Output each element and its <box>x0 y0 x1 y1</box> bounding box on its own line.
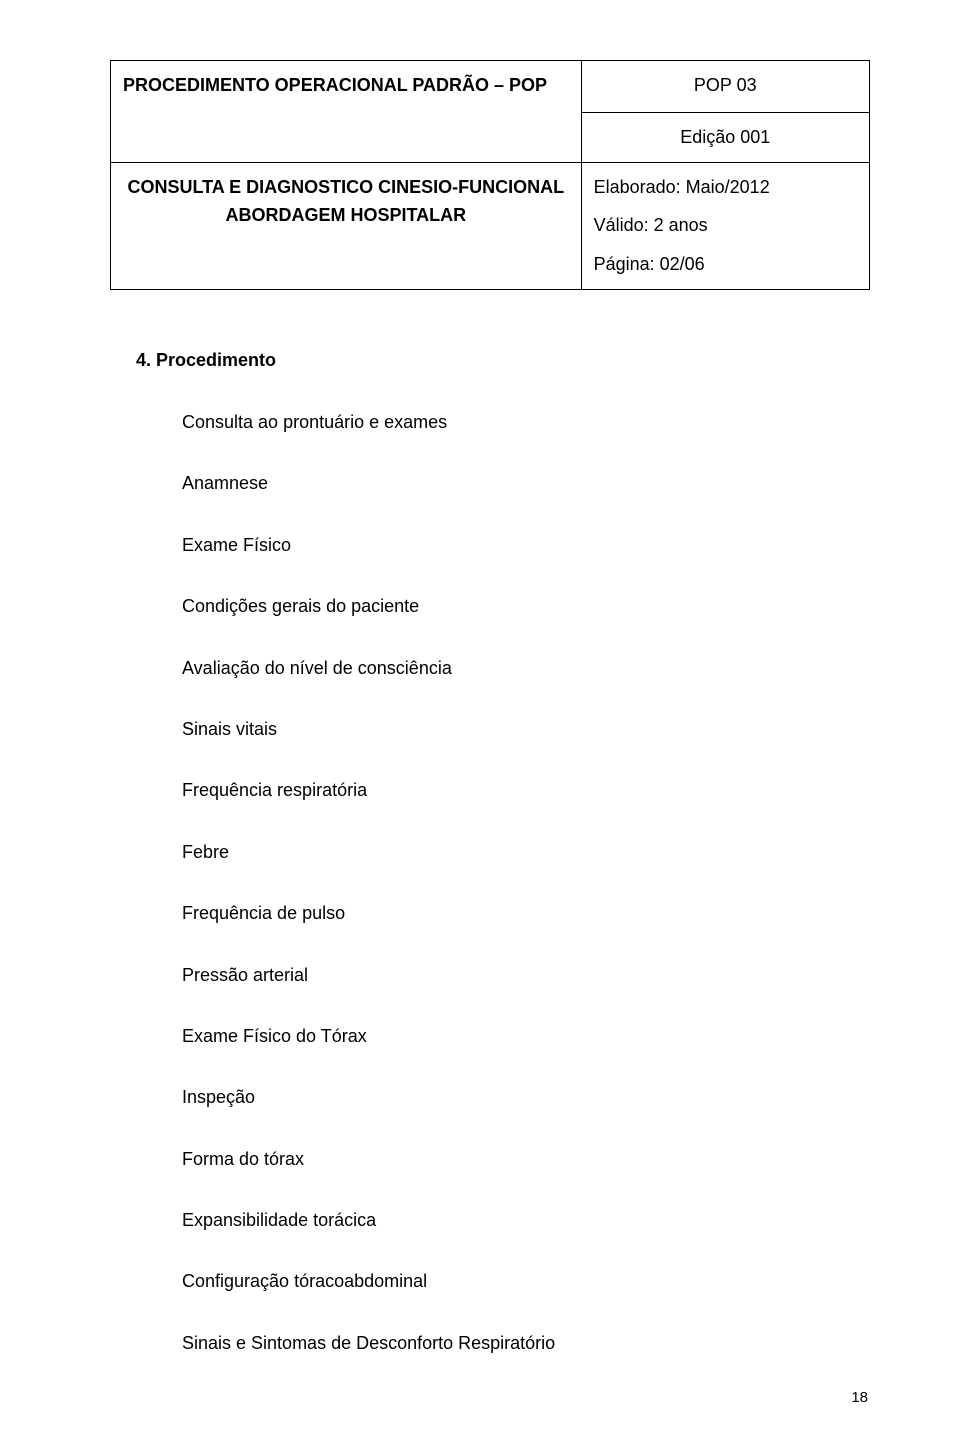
list-item: Pressão arterial <box>182 964 870 987</box>
list-item: Expansibilidade torácica <box>182 1209 870 1232</box>
subtitle-line-1: CONSULTA E DIAGNOSTICO CINESIO-FUNCIONAL <box>123 173 569 202</box>
list-item: Avaliação do nível de consciência <box>182 657 870 680</box>
list-item: Sinais vitais <box>182 718 870 741</box>
header-table: PROCEDIMENTO OPERACIONAL PADRÃO – POP PO… <box>110 60 870 290</box>
list-item: Febre <box>182 841 870 864</box>
list-item: Frequência respiratória <box>182 779 870 802</box>
page: PROCEDIMENTO OPERACIONAL PADRÃO – POP PO… <box>0 0 960 1434</box>
item-list: Consulta ao prontuário e exames Anamnese… <box>182 411 870 1355</box>
header-title-cell: PROCEDIMENTO OPERACIONAL PADRÃO – POP <box>111 61 582 163</box>
list-item: Frequência de pulso <box>182 902 870 925</box>
pagina-text: Página: 02/06 <box>594 250 857 279</box>
list-item: Sinais e Sintomas de Desconforto Respira… <box>182 1332 870 1355</box>
edicao-text: Edição 001 <box>594 123 857 152</box>
list-item: Configuração tóracoabdominal <box>182 1270 870 1293</box>
section-title: 4. Procedimento <box>136 350 870 371</box>
elaborado-text: Elaborado: Maio/2012 <box>594 173 857 202</box>
list-item: Anamnese <box>182 472 870 495</box>
header-edicao-cell: Edição 001 <box>581 112 869 162</box>
list-item: Consulta ao prontuário e exames <box>182 411 870 434</box>
page-number: 18 <box>851 1389 868 1406</box>
list-item: Condições gerais do paciente <box>182 595 870 618</box>
pop-code: POP 03 <box>594 71 857 100</box>
header-meta-cell: Elaborado: Maio/2012 Válido: 2 anos Pági… <box>581 162 869 289</box>
list-item: Inspeção <box>182 1086 870 1109</box>
subtitle-line-2: ABORDAGEM HOSPITALAR <box>123 201 569 230</box>
list-item: Exame Físico do Tórax <box>182 1025 870 1048</box>
list-item: Forma do tórax <box>182 1148 870 1171</box>
header-title: PROCEDIMENTO OPERACIONAL PADRÃO – POP <box>123 75 547 95</box>
header-pop-cell: POP 03 <box>581 61 869 113</box>
valido-text: Válido: 2 anos <box>594 211 857 240</box>
header-subtitle-cell: CONSULTA E DIAGNOSTICO CINESIO-FUNCIONAL… <box>111 162 582 289</box>
list-item: Exame Físico <box>182 534 870 557</box>
